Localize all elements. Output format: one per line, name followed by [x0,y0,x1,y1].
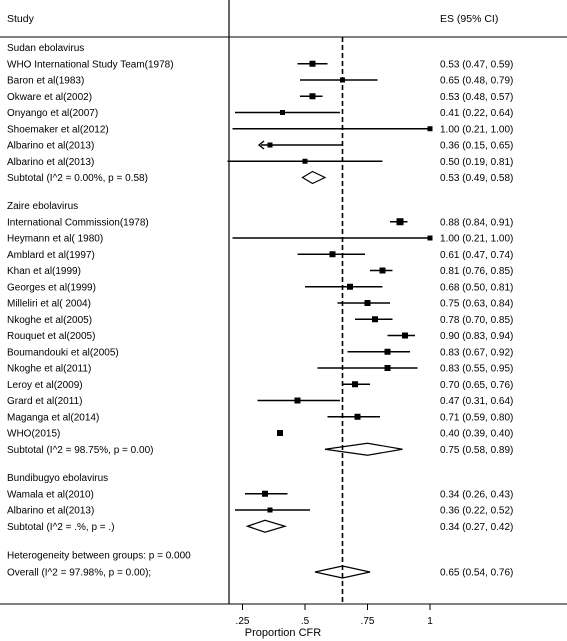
study-marker [396,218,404,226]
study-label: Albarino et al(2013) [7,506,94,517]
es-value: 0.47 (0.31, 0.64) [440,396,513,407]
study-marker [277,430,283,436]
group-title: Sudan ebolavirus [7,43,84,54]
es-value: 0.53 (0.47, 0.59) [440,59,513,70]
study-label: Albarino et al(2013) [7,141,94,152]
study-marker [372,316,378,323]
study-marker [352,381,358,388]
study-label: WHO(2015) [7,429,60,440]
study-label: Boumandouki et al(2005) [7,347,119,358]
overall-diamond [314,565,371,579]
study-marker [347,283,353,290]
study-label: Albarino et al(2013) [7,157,94,168]
es-value: 0.65 (0.48, 0.79) [440,76,513,87]
x-axis-label: Proportion CFR [245,627,321,639]
es-value: 0.90 (0.83, 0.94) [440,331,513,342]
study-label: Amblard et al(1997) [7,250,95,261]
study-label: Grard et al(2011) [7,396,82,407]
study-label: Okware et al(2002) [7,92,92,103]
es-value: 0.88 (0.84, 0.91) [440,217,513,228]
study-marker [309,60,316,67]
study-label: Heymann et al( 1980) [7,234,103,245]
es-value: 0.61 (0.47, 0.74) [440,250,513,261]
x-tick-label: .25 [236,616,250,627]
x-axis: .25 .5 .75 1 [236,604,433,627]
study-marker [402,332,408,339]
study-marker [379,267,386,274]
study-label: Maganga et al(2014) [7,412,99,423]
es-value: 0.40 (0.39, 0.40) [440,429,513,440]
es-value: 0.53 (0.49, 0.58) [440,173,513,184]
es-value: 0.53 (0.48, 0.57) [440,92,513,103]
study-marker [364,300,371,306]
study-label: Khan et al(1999) [7,266,81,277]
es-value: 0.36 (0.15, 0.65) [440,141,513,152]
study-label: Georges et al(1999) [7,282,96,293]
study-label: Leroy et al(2009) [7,380,83,391]
es-value: 0.50 (0.19, 0.81) [440,157,513,168]
subtotal-diamond [245,519,288,533]
study-marker [384,365,391,371]
subtotal-label: Subtotal (I^2 = 0.00%, p = 0.58) [7,173,148,184]
study-label: Baron et al(1983) [7,76,84,87]
es-value: 0.34 (0.27, 0.42) [440,522,513,533]
study-label: Wamala et al(2010) [7,489,94,500]
study-marker [280,110,285,115]
study-marker [329,251,336,258]
study-label: WHO International Study Team(1978) [7,59,174,70]
study-marker [267,142,273,148]
x-tick-label: .75 [361,616,375,627]
study-marker [294,397,301,404]
es-value: 0.36 (0.22, 0.52) [440,506,513,517]
es-value: 1.00 (0.21, 1.00) [440,234,513,245]
es-value: 0.83 (0.55, 0.95) [440,364,513,375]
study-label: Milleliri et al( 2004) [7,299,91,310]
group-title: Bundibugyo ebolavirus [7,473,108,484]
x-tick-label: .5 [301,616,310,627]
subtotal-diamond [301,170,327,185]
ci-arrow-left [257,140,265,150]
subtotal-label: Subtotal (I^2 = 98.75%, p = 0.00) [7,445,153,456]
study-marker [267,507,273,513]
study-column-header: Study [7,13,35,25]
forest-rows: Sudan ebolavirus WHO International Study … [7,37,513,604]
x-tick-label: 1 [427,616,433,627]
es-value: 0.68 (0.50, 0.81) [440,282,513,293]
study-label: Shoemaker et al(2012) [7,124,109,135]
overall-label: Overall (I^2 = 97.98%, p = 0.00); [7,568,151,579]
subtotal-label: Subtotal (I^2 = .%, p = .) [7,522,115,533]
es-value: 0.75 (0.58, 0.89) [440,445,513,456]
es-value: 0.75 (0.63, 0.84) [440,299,513,310]
es-value: 0.81 (0.76, 0.85) [440,266,513,277]
heterogeneity-label: Heterogeneity between groups: p = 0.000 [7,551,191,562]
study-marker [384,348,391,355]
study-marker [427,126,433,132]
es-value: 0.78 (0.70, 0.85) [440,315,513,326]
es-value: 0.34 (0.26, 0.43) [440,489,513,500]
group-title: Zaire ebolavirus [7,201,78,212]
es-value: 0.41 (0.22, 0.64) [440,108,513,119]
study-marker [262,490,268,497]
subtotal-diamond [324,442,403,456]
study-marker [309,93,316,100]
study-label: Onyango et al(2007) [7,108,98,119]
study-label: Nkoghe et al(2005) [7,315,92,326]
study-marker [427,235,433,241]
study-marker [302,158,308,164]
es-value: 1.00 (0.21, 1.00) [440,124,513,135]
study-label: Rouquet et al(2005) [7,331,95,342]
es-value: 0.71 (0.59, 0.80) [440,412,513,423]
study-label: International Commission(1978) [7,217,149,228]
es-value: 0.65 (0.54, 0.76) [440,568,513,579]
study-marker [354,413,361,420]
es-column-header: ES (95% CI) [440,13,498,25]
es-value: 0.70 (0.65, 0.76) [440,380,513,391]
study-label: Nkoghe et al(2011) [7,364,91,375]
es-value: 0.83 (0.67, 0.92) [440,347,513,358]
